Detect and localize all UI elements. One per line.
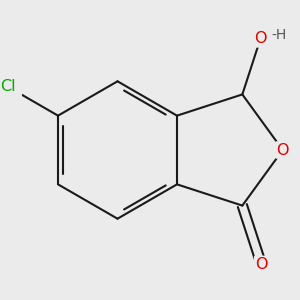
Text: O: O xyxy=(255,257,268,272)
Text: O: O xyxy=(277,142,289,158)
Text: Cl: Cl xyxy=(0,79,15,94)
Text: -H: -H xyxy=(272,28,287,43)
Text: O: O xyxy=(254,32,267,46)
